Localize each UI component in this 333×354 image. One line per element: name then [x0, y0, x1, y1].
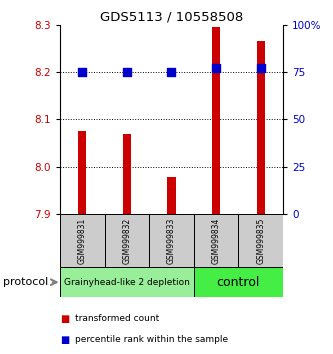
- Bar: [167, 177, 175, 214]
- Bar: [194, 267, 283, 297]
- Bar: [78, 131, 86, 214]
- Text: GSM999835: GSM999835: [256, 217, 265, 264]
- Bar: [149, 214, 194, 267]
- Bar: [60, 267, 194, 297]
- Point: [80, 69, 85, 75]
- Bar: [257, 41, 265, 214]
- Text: GSM999831: GSM999831: [78, 217, 87, 264]
- Text: GSM999832: GSM999832: [122, 217, 132, 264]
- Point: [124, 69, 130, 75]
- Text: protocol: protocol: [3, 277, 49, 287]
- Point: [213, 65, 219, 71]
- Text: percentile rank within the sample: percentile rank within the sample: [75, 335, 228, 344]
- Text: ■: ■: [60, 335, 69, 345]
- Bar: [60, 214, 105, 267]
- Text: ■: ■: [60, 314, 69, 324]
- Title: GDS5113 / 10558508: GDS5113 / 10558508: [100, 11, 243, 24]
- Bar: [238, 214, 283, 267]
- Text: GSM999834: GSM999834: [211, 217, 221, 264]
- Text: Grainyhead-like 2 depletion: Grainyhead-like 2 depletion: [64, 278, 190, 287]
- Bar: [212, 27, 220, 214]
- Point: [258, 65, 263, 71]
- Bar: [194, 214, 238, 267]
- Point: [169, 69, 174, 75]
- Text: transformed count: transformed count: [75, 314, 159, 323]
- Text: GSM999833: GSM999833: [167, 217, 176, 264]
- Text: control: control: [217, 276, 260, 289]
- Bar: [123, 133, 131, 214]
- Bar: [105, 214, 149, 267]
